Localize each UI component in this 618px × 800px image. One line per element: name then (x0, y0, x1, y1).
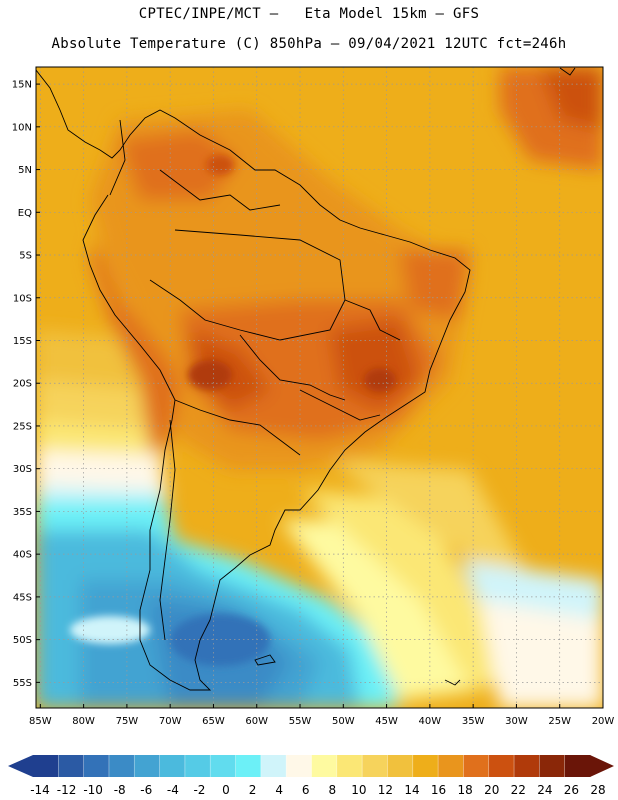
lat-tick-label: 25S (13, 421, 32, 432)
colorbar-swatch (514, 755, 540, 777)
lat-tick-label: 15N (12, 80, 32, 91)
lat-tick-label: 5S (19, 251, 32, 262)
colorbar-swatch (539, 755, 566, 777)
colorbar-arrow-right (590, 755, 614, 777)
colorbar-tick-label: -10 (83, 783, 103, 797)
colorbar-swatch (438, 755, 464, 777)
lon-tick-label: 40W (419, 716, 442, 727)
colorbar-swatch (362, 755, 388, 777)
map-subtitle: Absolute Temperature (C) 850hPa – 09/04/… (51, 36, 567, 52)
lon-tick-label: 75W (116, 716, 139, 727)
colorbar-tick-label: 4 (275, 783, 283, 797)
graticule (36, 67, 603, 708)
colorbar-swatch (564, 755, 591, 777)
colorbar-swatch (311, 755, 338, 777)
colorbar-tick-label: 8 (328, 783, 336, 797)
colorbar-tick-label: -4 (167, 783, 179, 797)
colorbar-swatch (108, 755, 135, 777)
temperature-field (36, 67, 603, 708)
colorbar-tick-label: 6 (302, 783, 310, 797)
latitude-labels: 15N 10N 5N EQ 5S 10S 15S 20S 25S 30S 35S 40S 45S 50S 5… (12, 80, 40, 689)
coastlines (36, 67, 576, 691)
colorbar (8, 755, 614, 777)
colorbar-swatch (387, 755, 414, 777)
colorbar-tick-label: 18 (458, 783, 473, 797)
lon-tick-label: 20W (592, 716, 615, 727)
lat-tick-label: 45S (13, 592, 32, 603)
colorbar-arrow-left (8, 755, 33, 777)
lat-tick-label: 40S (13, 550, 32, 561)
longitude-labels: 85W 80W 75W 70W 65W 60W 55W 50W 45W 40W 35W 30W 25W 2… (29, 704, 614, 727)
map-title: CPTEC/INPE/MCT – Eta Model 15km – GFS (138, 6, 480, 22)
lon-tick-label: 60W (245, 716, 268, 727)
lat-tick-label: 30S (13, 464, 32, 475)
lat-tick-label: 10N (12, 122, 32, 133)
lon-tick-label: 80W (72, 716, 95, 727)
colorbar-swatch (412, 755, 439, 777)
lon-tick-label: 65W (202, 716, 225, 727)
lon-tick-label: 35W (462, 716, 485, 727)
colorbar-swatch (463, 755, 490, 777)
lon-tick-label: 55W (289, 716, 312, 727)
colorbar-swatch (58, 755, 85, 777)
colorbar-tick-label: 22 (511, 783, 526, 797)
colorbar-swatch (260, 755, 287, 777)
colorbar-tick-label: 28 (590, 783, 605, 797)
colorbar-swatch (286, 755, 312, 777)
colorbar-tick-label: 10 (351, 783, 366, 797)
lat-tick-label: 50S (13, 635, 32, 646)
lat-tick-label: EQ (18, 208, 32, 219)
colorbar-tick-label: -12 (57, 783, 77, 797)
colorbar-labels: -14 -12 -10 -8 -6 -4 -2 0 2 4 6 8 10 12 14 16 18 20 22 24 26… (30, 783, 605, 797)
lat-tick-label: 5N (18, 165, 32, 176)
lon-tick-label: 50W (332, 716, 355, 727)
colorbar-tick-label: -8 (114, 783, 126, 797)
colorbar-swatch (83, 755, 110, 777)
colorbar-swatch (336, 755, 363, 777)
colorbar-tick-label: 0 (222, 783, 230, 797)
map-frame (35, 66, 604, 709)
colorbar-swatch (210, 755, 237, 777)
colorbar-swatch (235, 755, 262, 777)
lon-tick-label: 70W (159, 716, 182, 727)
lon-tick-label: 25W (548, 716, 571, 727)
colorbar-tick-label: 12 (378, 783, 393, 797)
lon-tick-label: 30W (505, 716, 528, 727)
colorbar-tick-label: 2 (249, 783, 257, 797)
lon-tick-label: 85W (29, 716, 52, 727)
colorbar-tick-label: -14 (30, 783, 50, 797)
lat-tick-label: 35S (13, 507, 32, 518)
colorbar-swatch (184, 755, 211, 777)
lat-tick-label: 10S (13, 293, 32, 304)
colorbar-swatch (33, 755, 59, 777)
lat-tick-label: 20S (13, 379, 32, 390)
colorbar-tick-label: 20 (484, 783, 499, 797)
colorbar-tick-label: 26 (564, 783, 579, 797)
lat-tick-label: 55S (13, 678, 32, 689)
colorbar-tick-label: 24 (537, 783, 552, 797)
colorbar-tick-label: 16 (431, 783, 446, 797)
colorbar-tick-label: 14 (404, 783, 419, 797)
colorbar-tick-label: -6 (140, 783, 152, 797)
colorbar-swatch (488, 755, 515, 777)
lon-tick-label: 45W (375, 716, 398, 727)
colorbar-swatch (134, 755, 161, 777)
colorbar-tick-label: -2 (193, 783, 205, 797)
lat-tick-label: 15S (13, 336, 32, 347)
colorbar-swatch (159, 755, 186, 777)
